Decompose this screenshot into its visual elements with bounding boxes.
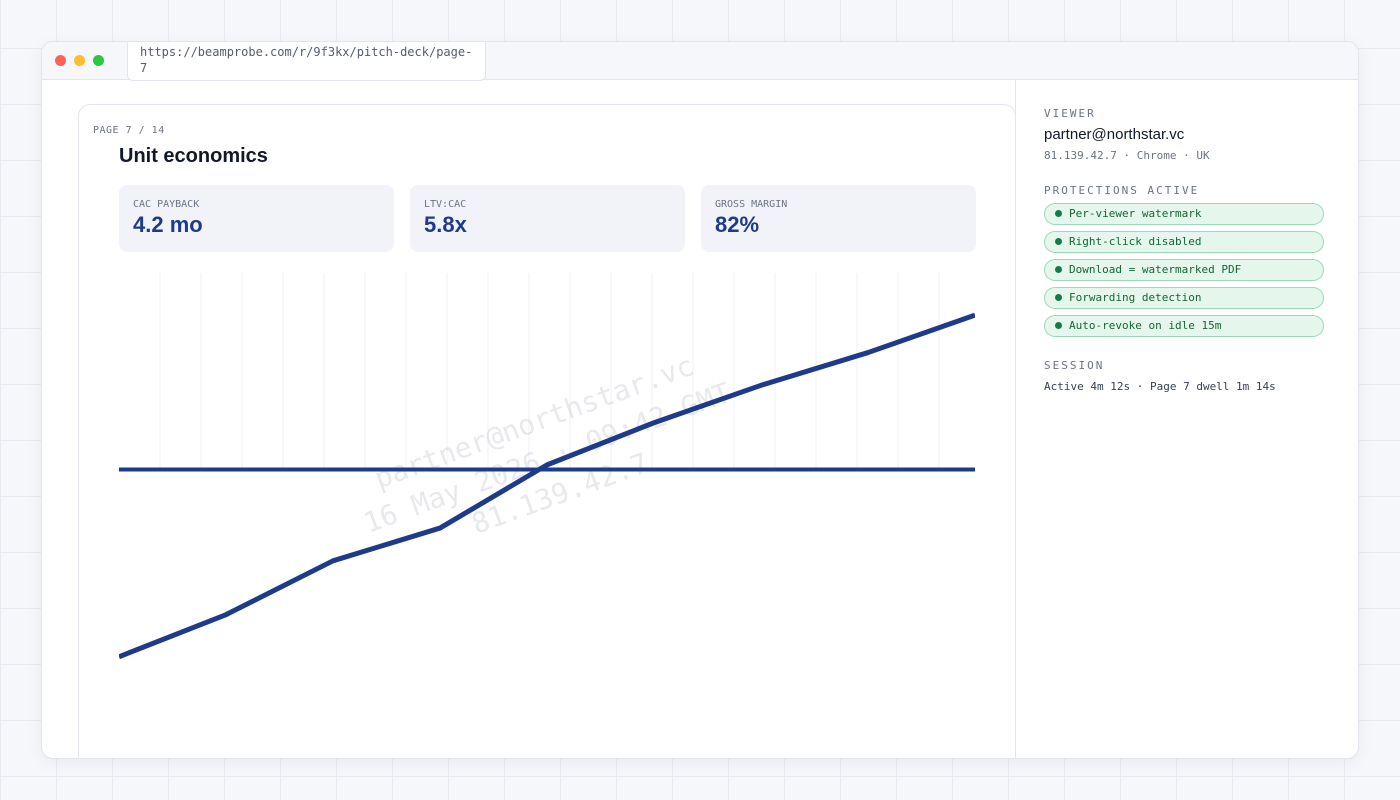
protection-pill: Download = watermarked PDF: [1044, 259, 1324, 281]
browser-window: https://beamprobe.com/r/9f3kx/pitch-deck…: [41, 41, 1359, 759]
kpi-card: GROSS MARGIN 82%: [701, 185, 976, 252]
protections-list: Per-viewer watermark Right-click disabled…: [1044, 203, 1332, 337]
minimize-button[interactable]: [74, 55, 85, 66]
slide-card: PAGE 7 / 14 Unit economics CAC PAYBACK 4.…: [78, 104, 1016, 758]
protection-pill: Per-viewer watermark: [1044, 203, 1324, 225]
page-label: PAGE 7 / 14: [93, 125, 165, 136]
close-button[interactable]: [55, 55, 66, 66]
kpi-label: LTV:CAC: [424, 199, 467, 210]
protection-pill: Right-click disabled: [1044, 231, 1324, 253]
maximize-button[interactable]: [93, 55, 104, 66]
kpi-card: LTV:CAC 5.8x: [410, 185, 685, 252]
viewer-heading: VIEWER: [1044, 107, 1096, 120]
sidebar: VIEWER partner@northstar.vc 81.139.42.7 …: [1015, 80, 1358, 758]
protection-pill: Auto-revoke on idle 15m: [1044, 315, 1324, 337]
kpi-label: CAC PAYBACK: [133, 199, 200, 210]
kpi-value: 5.8x: [424, 212, 467, 237]
kpi-value: 82%: [715, 212, 760, 237]
kpi-value: 4.2 mo: [133, 212, 203, 237]
viewer-email: partner@northstar.vc: [1044, 126, 1185, 143]
slide-title: Unit economics: [119, 145, 268, 167]
url-bar[interactable]: https://beamprobe.com/r/9f3kx/pitch-deck…: [127, 42, 486, 81]
data-line: [119, 312, 975, 660]
kpi-card: CAC PAYBACK 4.2 mo: [119, 185, 394, 252]
session-info: Active 4m 12s · Page 7 dwell 1m 14s: [1044, 380, 1276, 393]
viewer-meta: 81.139.42.7 · Chrome · UK: [1044, 149, 1210, 162]
kpi-label: GROSS MARGIN: [715, 199, 788, 210]
title-bar: https://beamprobe.com/r/9f3kx/pitch-deck…: [42, 42, 1358, 81]
protection-pill: Forwarding detection: [1044, 287, 1324, 309]
protections-heading: PROTECTIONS ACTIVE: [1044, 184, 1200, 197]
session-heading: SESSION: [1044, 359, 1105, 372]
